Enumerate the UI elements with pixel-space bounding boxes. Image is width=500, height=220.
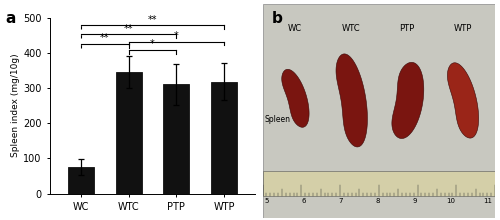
Text: *: * (174, 31, 178, 41)
Text: WTP: WTP (454, 24, 471, 33)
Text: PTP: PTP (399, 24, 414, 33)
FancyBboxPatch shape (262, 171, 495, 196)
Y-axis label: Spleen index (mg/10g): Spleen index (mg/10g) (12, 54, 20, 158)
Text: 9: 9 (412, 198, 416, 204)
Bar (163, 84, 190, 194)
Text: 5: 5 (265, 198, 270, 204)
Text: Spleen: Spleen (265, 115, 291, 124)
Text: WC: WC (288, 24, 302, 33)
Text: 6: 6 (302, 198, 306, 204)
FancyBboxPatch shape (262, 4, 495, 218)
Text: 10: 10 (446, 198, 456, 204)
Text: 11: 11 (484, 198, 492, 204)
Text: b: b (272, 11, 282, 26)
Bar (211, 82, 237, 194)
Text: **: ** (124, 24, 134, 34)
Text: **: ** (148, 15, 157, 25)
Text: WTC: WTC (342, 24, 360, 33)
Text: *: * (150, 39, 155, 50)
Text: a: a (5, 11, 15, 26)
Bar (68, 167, 94, 194)
Text: **: ** (100, 33, 110, 44)
PathPatch shape (282, 69, 309, 127)
PathPatch shape (336, 54, 368, 147)
Bar (116, 72, 142, 194)
PathPatch shape (448, 63, 478, 138)
Text: 8: 8 (376, 198, 380, 204)
PathPatch shape (392, 62, 424, 139)
Text: 7: 7 (338, 198, 343, 204)
